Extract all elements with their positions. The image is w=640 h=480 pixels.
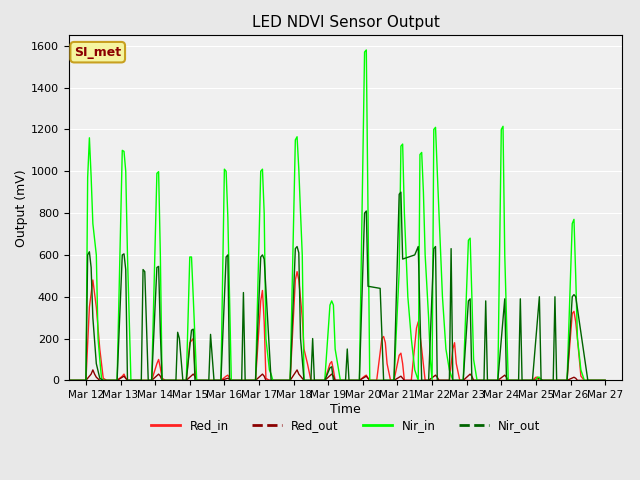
Text: SI_met: SI_met xyxy=(74,46,122,59)
Nir_out xyxy=(449,377,457,383)
Red_out xyxy=(529,377,536,383)
Red_in xyxy=(65,377,72,383)
Red_out xyxy=(602,377,609,383)
Nir_out xyxy=(553,377,561,383)
Red_out xyxy=(224,375,232,381)
Red_out xyxy=(293,367,301,373)
Nir_in xyxy=(65,377,72,383)
Line: Nir_in: Nir_in xyxy=(68,50,605,380)
Y-axis label: Output (mV): Output (mV) xyxy=(15,169,28,247)
Red_out xyxy=(65,377,72,383)
Red_in xyxy=(222,373,230,379)
Red_in xyxy=(217,377,225,383)
Nir_out xyxy=(430,246,438,252)
Red_in xyxy=(366,377,374,383)
Nir_in xyxy=(366,377,374,383)
Nir_in xyxy=(262,336,270,341)
Line: Nir_out: Nir_out xyxy=(68,192,605,380)
Red_in xyxy=(326,361,334,367)
Nir_in xyxy=(390,377,398,383)
Red_in xyxy=(602,377,609,383)
Nir_out xyxy=(529,377,536,383)
Red_out xyxy=(572,375,580,381)
Red_in xyxy=(293,269,301,275)
X-axis label: Time: Time xyxy=(330,403,361,416)
Nir_in xyxy=(96,357,104,362)
Red_in xyxy=(86,304,93,310)
Line: Red_in: Red_in xyxy=(68,272,605,380)
Red_out xyxy=(189,371,197,377)
Nir_out xyxy=(602,377,609,383)
Nir_out xyxy=(207,332,214,337)
Nir_out xyxy=(397,189,404,195)
Red_in xyxy=(570,309,578,314)
Nir_in xyxy=(602,377,609,383)
Red_out xyxy=(89,367,97,373)
Title: LED NDVI Sensor Output: LED NDVI Sensor Output xyxy=(252,15,440,30)
Nir_out xyxy=(480,377,488,383)
Nir_in xyxy=(362,47,370,53)
Nir_in xyxy=(420,189,428,195)
Line: Red_out: Red_out xyxy=(68,370,605,380)
Legend: Red_in, Red_out, Nir_in, Nir_out: Red_in, Red_out, Nir_in, Nir_out xyxy=(146,414,545,437)
Red_out xyxy=(330,373,337,379)
Nir_in xyxy=(224,215,232,220)
Nir_out xyxy=(65,377,72,383)
